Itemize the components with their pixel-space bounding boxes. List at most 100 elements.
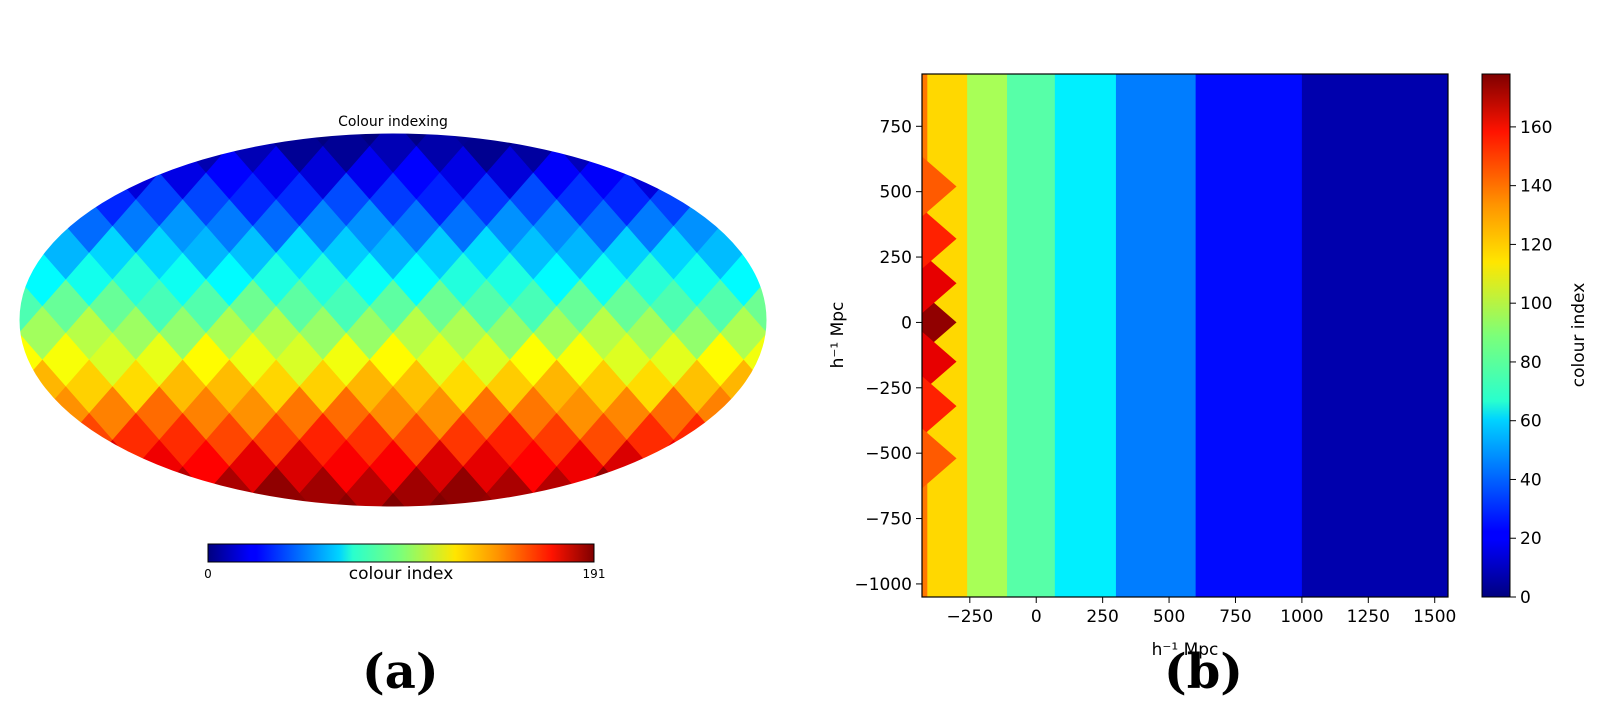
map-pixel [158, 133, 207, 147]
x-axis-ticks: −250 0 250 500 750 1000 1250 1500 [946, 597, 1456, 627]
map-pixel [626, 133, 674, 147]
map-pixel [766, 306, 767, 361]
map-pixel [41, 439, 90, 495]
slice-region [922, 428, 957, 489]
map-pixel [41, 493, 90, 507]
map-pixel [719, 413, 767, 468]
map-pixel [766, 359, 767, 414]
map-pixel [719, 133, 767, 147]
map-pixel [252, 133, 300, 147]
map-pixel [19, 145, 20, 201]
map-pixel [766, 252, 767, 308]
map-outline [18, 132, 768, 508]
map-pixel [602, 493, 651, 507]
map-pixel [88, 133, 137, 174]
y-tick-label: 250 [880, 248, 912, 268]
y-tick-label: −500 [865, 444, 912, 464]
colorbar-tick-label: 140 [1520, 177, 1552, 197]
map-pixel [532, 133, 581, 147]
y-tick-label: −1000 [854, 575, 912, 595]
colorbar-tick-label: 20 [1520, 529, 1542, 549]
slice-region [922, 292, 957, 353]
map-pixel [649, 493, 698, 507]
map-pixel [439, 466, 487, 507]
map-pixel [252, 466, 300, 507]
map-pixel [19, 413, 67, 468]
x-tick-label: 1000 [1280, 607, 1323, 627]
map-pixel [509, 493, 558, 507]
slice-region [922, 376, 957, 437]
map-pixel [392, 466, 441, 507]
map-pixel [766, 133, 767, 147]
y-tick-label: 500 [880, 183, 912, 203]
map-pixel [766, 413, 767, 468]
map-pixel [135, 133, 184, 174]
slice-colorbar-label: colour index [1569, 283, 1589, 388]
map-colorbar-label: colour index [349, 564, 454, 584]
map-pixel [19, 359, 20, 414]
map-pixel [299, 466, 347, 507]
map-pixel [719, 466, 767, 507]
x-tick-label: 500 [1153, 607, 1185, 627]
map-pixel [345, 466, 394, 507]
map-pixel [673, 466, 721, 507]
map-title: Colour indexing [338, 114, 448, 130]
map-pixel [182, 493, 230, 507]
map-pixel [673, 145, 721, 201]
map-pixel [486, 133, 534, 147]
map-pixel [135, 493, 184, 507]
x-tick-label: 250 [1086, 607, 1118, 627]
colorbar-tick-label: 120 [1520, 235, 1552, 255]
map-pixel [112, 133, 160, 147]
colorbar-tick-label: 60 [1520, 412, 1542, 432]
slice-region [1195, 74, 1303, 597]
map-pixel [19, 252, 20, 308]
map-pixel [766, 199, 767, 254]
map-pixel [19, 306, 20, 361]
map-pixel [19, 439, 43, 495]
map-pixel [228, 493, 277, 507]
map-pixel [696, 493, 745, 507]
map-pixel [19, 466, 20, 507]
x-tick-label: 1500 [1413, 607, 1456, 627]
colorbar-ticks: 0 20 40 60 80 100 120 140 160 [1510, 118, 1552, 608]
map-colorbar [207, 543, 595, 563]
map-pixel [649, 133, 698, 174]
x-tick-label: 750 [1219, 607, 1251, 627]
map-pixel [696, 133, 745, 174]
map-pixel [766, 466, 767, 507]
map-pixel [19, 386, 43, 441]
y-axis-label: h⁻¹ Mpc [828, 302, 848, 369]
slice-region [922, 156, 957, 217]
map-pixel [696, 439, 745, 495]
map-pixel [19, 413, 20, 468]
map-pixel [486, 466, 534, 507]
slice-region [1007, 74, 1056, 597]
panel-label-b: (b) [1164, 644, 1243, 700]
slice-region [922, 331, 957, 392]
map-pixel [19, 199, 20, 254]
map-pixel [602, 133, 651, 174]
map-pixel [719, 145, 767, 201]
map-pixel [112, 466, 160, 507]
y-tick-label: 0 [901, 313, 912, 333]
map-pixel [766, 145, 767, 201]
map-pixel [743, 133, 767, 174]
map-pixel [19, 133, 20, 147]
map-pixel [65, 466, 113, 507]
map-pixel [205, 133, 254, 147]
map-pixel [743, 332, 767, 388]
slice-heatmap [922, 74, 1448, 597]
colorbar-tick-label: 100 [1520, 294, 1552, 314]
map-colorbar-max-label: 191 [583, 567, 606, 581]
map-pixel [65, 145, 113, 201]
map-pixel [88, 493, 137, 507]
map-pixel [19, 133, 67, 147]
slice-region [967, 74, 1008, 597]
x-tick-label: 0 [1031, 607, 1042, 627]
map-pixel [19, 466, 67, 507]
map-pixel [743, 172, 767, 227]
slice-region [1115, 74, 1197, 597]
panel-label-a: (a) [362, 644, 439, 700]
map-pixel [626, 466, 674, 507]
